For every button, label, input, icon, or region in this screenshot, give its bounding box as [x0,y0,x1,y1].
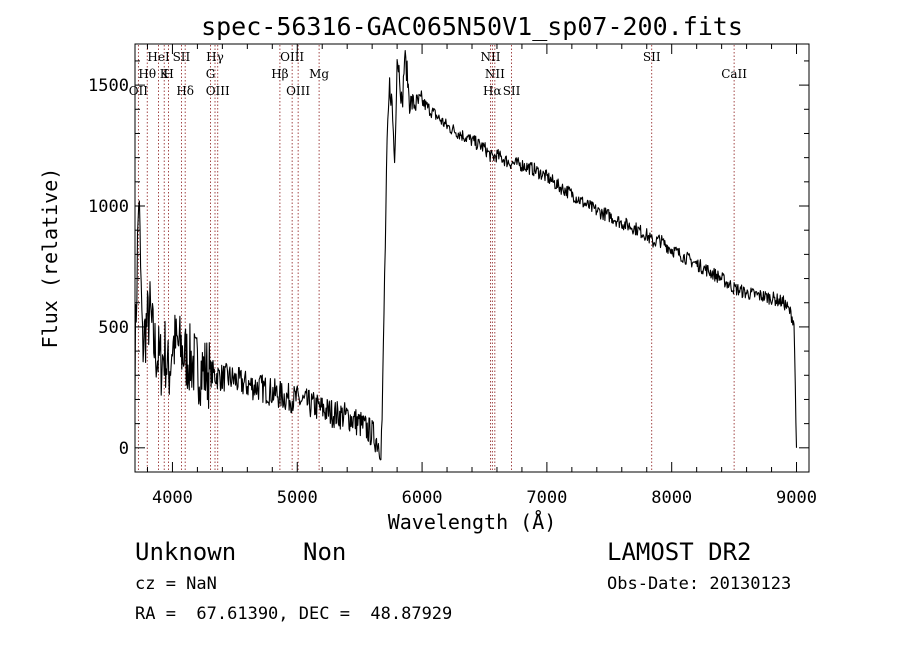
x-tick-label: 4000 [152,488,193,508]
emission-line-markers: OIIHθHeIKHSIIHδHγGOIIIHβOIIIOIIIMgNIINII… [129,45,747,471]
spectral-subclass: Non [303,538,347,566]
axes [134,43,810,473]
x-axis-label: Wavelength (Å) [388,510,557,534]
plot-frame [134,43,810,473]
line-marker-label: Hβ [271,67,288,81]
line-marker-label: NII [480,50,500,64]
line-marker-label: OIII [286,84,310,98]
line-marker-label: OIII [206,84,230,98]
y-axis-label: Flux (relative) [38,168,62,349]
line-marker-label: Hδ [176,84,194,98]
coordinates: RA = 67.61390, DEC = 48.87929 [135,604,453,624]
line-marker-label: Hγ [206,50,224,64]
line-marker-label: H [163,67,173,81]
line-marker-label: NII [485,67,505,81]
line-marker-label: SII [503,84,521,98]
line-marker-label: HeI [147,50,170,64]
redshift-cz: cz = NaN [135,574,217,594]
line-marker-label: G [206,67,216,81]
x-tick-label: 6000 [402,488,443,508]
line-marker-label: K [160,67,170,81]
x-tick-label: 9000 [776,488,817,508]
y-tick-label: 0 [119,439,129,459]
y-axis-ticks: 0 500 1000 1500 [88,60,809,473]
line-marker-label: OIII [280,50,304,64]
x-tick-label: 5000 [277,488,318,508]
chart-title: spec-56316-GAC065N50V1_sp07-200.fits [201,12,743,41]
line-marker-label: Mg [309,67,329,81]
spectral-class: Unknown [135,538,237,566]
y-tick-label: 1500 [88,76,129,96]
line-marker-label: SII [173,50,191,64]
y-tick-label: 1000 [88,197,129,217]
x-tick-label: 7000 [526,488,567,508]
survey-name: LAMOST DR2 [607,538,752,566]
spectrum-series-line [134,49,798,461]
x-axis-ticks: 4000 5000 6000 7000 8000 9000 [146,44,817,508]
line-marker-label: SII [643,50,661,64]
line-marker-label: CaII [721,67,747,81]
y-tick-label: 500 [98,318,129,338]
x-tick-label: 8000 [651,488,692,508]
observation-date: Obs-Date: 20130123 [607,574,792,594]
line-marker-label: Hα [483,84,502,98]
line-marker-label: Hθ [138,67,156,81]
line-marker-label: OII [129,84,149,98]
